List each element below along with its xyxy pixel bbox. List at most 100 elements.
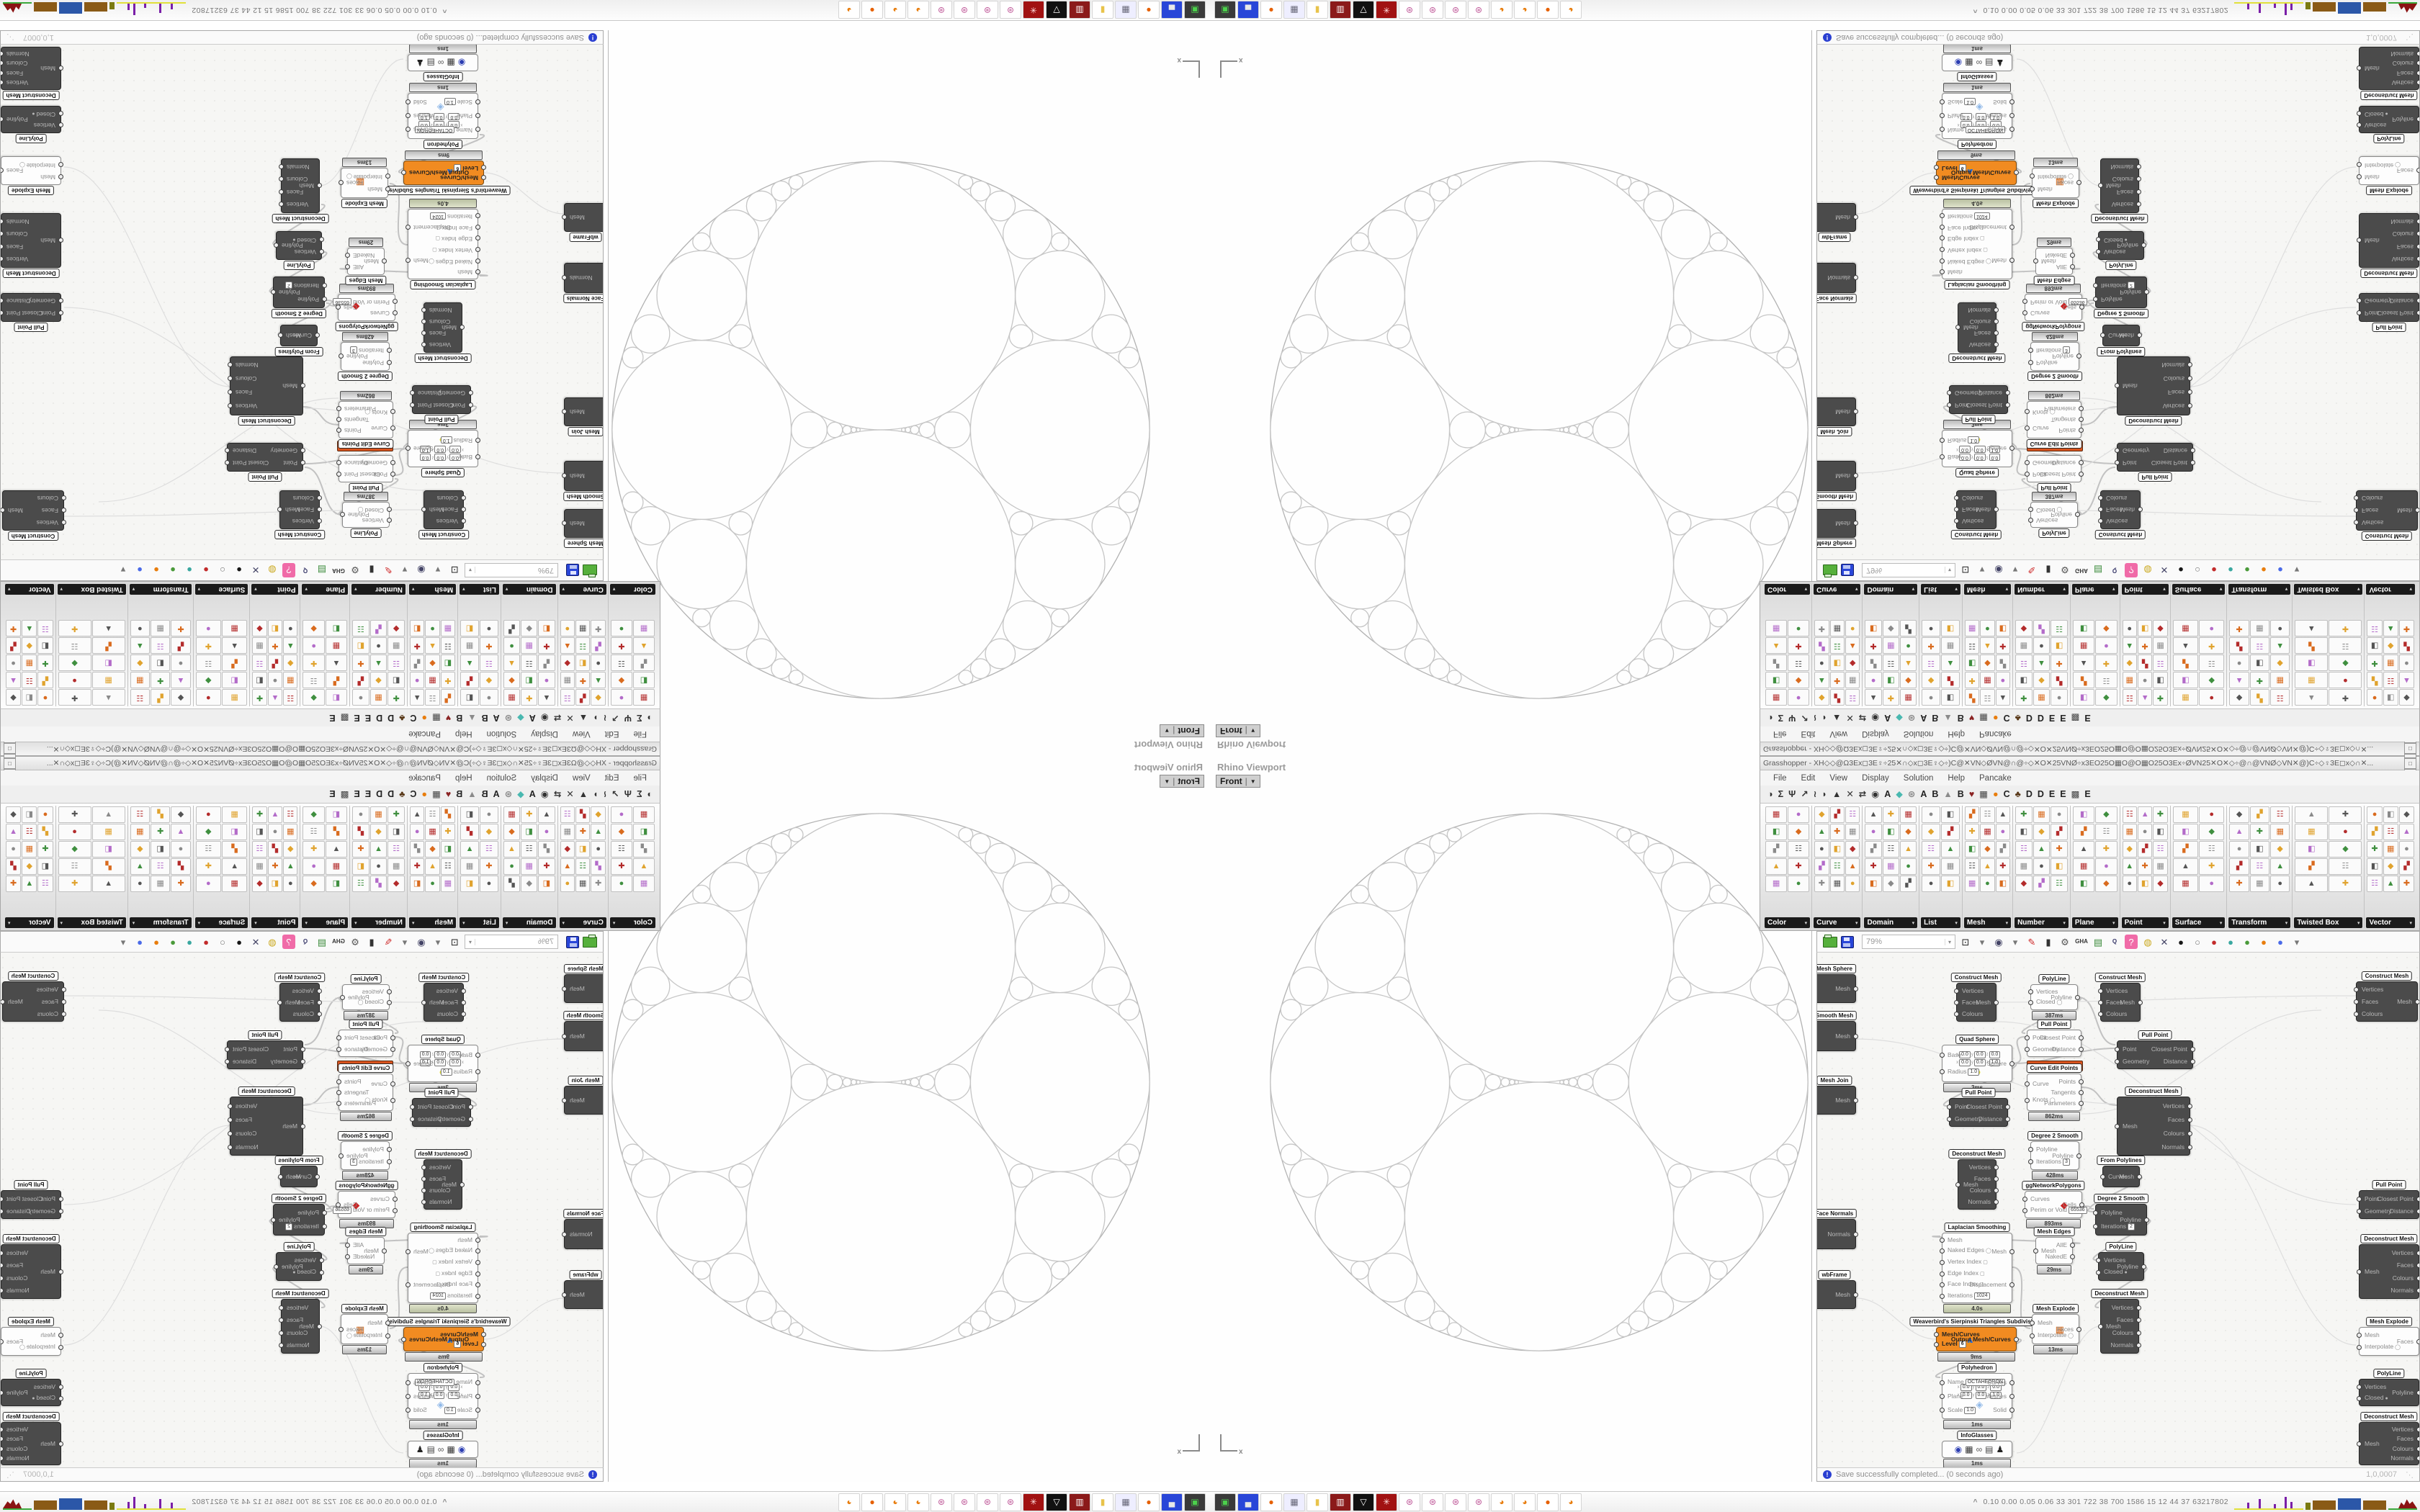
toolbar-icon[interactable]: ⚙ — [351, 936, 359, 948]
output-port[interactable]: Vertices — [287, 201, 309, 209]
palette-group-label[interactable]: Mesh ▾ — [1963, 917, 2012, 928]
component-icon[interactable]: ▲ — [2137, 806, 2153, 823]
input-port[interactable]: Geometry — [438, 1115, 465, 1122]
component-icon[interactable]: ✚ — [151, 672, 171, 688]
component-icon[interactable]: ● — [2137, 824, 2153, 840]
component-icon[interactable]: ▞ — [591, 637, 606, 654]
category-tab-icon[interactable]: ◗ — [593, 713, 599, 724]
menu-item-solution[interactable]: Solution — [486, 729, 517, 739]
palette-group-label[interactable]: Mesh ▾ — [408, 917, 457, 928]
gh-node[interactable]: Deconstruct Mesh Mesh Vertices Faces Colours… — [230, 356, 303, 426]
toolbar-icon[interactable]: ● — [2244, 936, 2250, 948]
toolbar-icon[interactable]: ▾ — [402, 936, 408, 948]
resize-grip-icon[interactable]: ⋱ — [6, 32, 14, 42]
output-port[interactable]: Distance — [344, 1045, 369, 1053]
output-port[interactable]: Mesh — [1835, 472, 1850, 480]
palette-group-label[interactable]: List ▾ — [460, 584, 499, 595]
gh-node-body[interactable]: Mesh Vertices Faces Colours Normals — [1, 1244, 61, 1299]
input-port[interactable]: Geometry — [1955, 390, 1982, 397]
component-icon[interactable]: ▞ — [2398, 858, 2415, 875]
component-icon[interactable]: ● — [195, 806, 221, 823]
gh-node-body[interactable]: Vertices Faces Colours Mesh — [424, 983, 464, 1022]
save-file-icon[interactable] — [1841, 564, 1854, 577]
component-icon[interactable]: ▲ — [1980, 858, 1995, 875]
toolbar-icon[interactable]: ⚙ — [2061, 936, 2069, 948]
category-tab-icon[interactable]: ▲ — [578, 713, 588, 724]
component-icon[interactable]: ✚ — [591, 876, 606, 892]
output-port[interactable]: Output Mesh/Curves — [409, 169, 470, 176]
output-port[interactable]: Polyline — [2117, 242, 2138, 249]
menu-item-edit[interactable]: Edit — [1801, 729, 1816, 739]
category-tab-icon[interactable]: ✕ — [566, 713, 574, 724]
component-icon[interactable]: ◧ — [440, 654, 456, 671]
component-icon[interactable]: ▞ — [2367, 672, 2383, 688]
toolbar-icon[interactable]: ? — [282, 563, 295, 577]
toolbar-icon[interactable]: ▤ — [2093, 564, 2103, 576]
component-icon[interactable]: ▞ — [267, 654, 283, 671]
output-port[interactable]: Colours — [2392, 1274, 2419, 1282]
component-icon[interactable]: ◧ — [37, 858, 53, 875]
input-port[interactable]: Colours — [292, 1010, 314, 1017]
component-icon[interactable]: ▦ — [369, 689, 387, 706]
gh-node[interactable]: Deconstruct Mesh Mesh Vertices Faces Colours… — [2091, 158, 2148, 223]
input-port[interactable]: Geometry — [2033, 459, 2060, 467]
input-port[interactable]: Mesh — [367, 186, 382, 194]
category-tab-icon[interactable]: ◉ — [1871, 713, 1880, 724]
component-icon[interactable]: ▦ — [440, 620, 456, 636]
palette-group-label[interactable]: Number ▾ — [2015, 584, 2069, 595]
component-icon[interactable]: ☷ — [1829, 637, 1845, 654]
component-icon[interactable]: ◧ — [521, 824, 538, 840]
component-icon[interactable]: ✚ — [2229, 620, 2249, 636]
component-icon[interactable]: ◧ — [2367, 637, 2383, 654]
input-value[interactable]: 1.0 — [1968, 436, 1980, 444]
category-tab-icon[interactable]: B — [1957, 713, 1964, 724]
component-icon[interactable]: ▦ — [2072, 858, 2095, 875]
coord-value[interactable]: 1.0 — [1989, 1058, 2001, 1066]
coord-value[interactable]: 0.0 — [1959, 1058, 1971, 1066]
output-port[interactable]: Vertices — [2391, 1248, 2419, 1256]
input-port[interactable]: Mesh — [443, 269, 472, 276]
component-icon[interactable]: ☷ — [387, 654, 405, 671]
component-icon[interactable]: ▦ — [1980, 672, 1995, 688]
component-icon[interactable]: ◆ — [2095, 620, 2118, 636]
coord-value[interactable]: 0.0 — [433, 113, 445, 121]
output-port[interactable]: Mesh — [570, 1032, 585, 1040]
component-icon[interactable]: ▲ — [1865, 806, 1882, 823]
category-tab-icon[interactable]: ⇄ — [1858, 713, 1867, 724]
component-icon[interactable]: ◧ — [2072, 806, 2095, 823]
input-port[interactable]: Base — [1939, 1051, 1962, 1059]
component-icon[interactable]: ● — [369, 637, 387, 654]
output-port[interactable]: Distance — [233, 1057, 257, 1065]
component-icon[interactable]: ◧ — [151, 841, 171, 858]
input-port[interactable]: Mesh — [1948, 269, 1977, 276]
component-icon[interactable]: ▞ — [171, 858, 191, 875]
component-icon[interactable]: ▦ — [521, 858, 538, 875]
component-icon[interactable]: ◆ — [1882, 876, 1899, 892]
output-port[interactable]: Vertices — [1968, 341, 1991, 348]
category-tab-icon[interactable]: D — [387, 713, 395, 724]
category-tab-icon[interactable]: ◆ — [517, 788, 524, 799]
component-icon[interactable]: ◧ — [409, 620, 425, 636]
component-icon[interactable]: ◧ — [151, 654, 171, 671]
category-tab-icon[interactable]: A — [1920, 788, 1927, 799]
palette-group-label[interactable]: Point ▾ — [251, 917, 299, 928]
component-icon[interactable]: ▞ — [1899, 876, 1917, 892]
toolbar-icon[interactable]: ▮ — [369, 936, 375, 948]
output-port[interactable]: Sphere — [1986, 1060, 2015, 1067]
component-icon[interactable]: ◧ — [387, 672, 405, 688]
palette-group-label[interactable]: Point ▾ — [251, 584, 299, 595]
component-icon[interactable]: ▲ — [409, 689, 425, 706]
menu-item-display[interactable]: Display — [1862, 729, 1889, 739]
component-icon[interactable]: ● — [130, 620, 150, 636]
output-port[interactable]: Solid — [1993, 98, 2007, 106]
component-icon[interactable]: ▞ — [2033, 876, 2051, 892]
